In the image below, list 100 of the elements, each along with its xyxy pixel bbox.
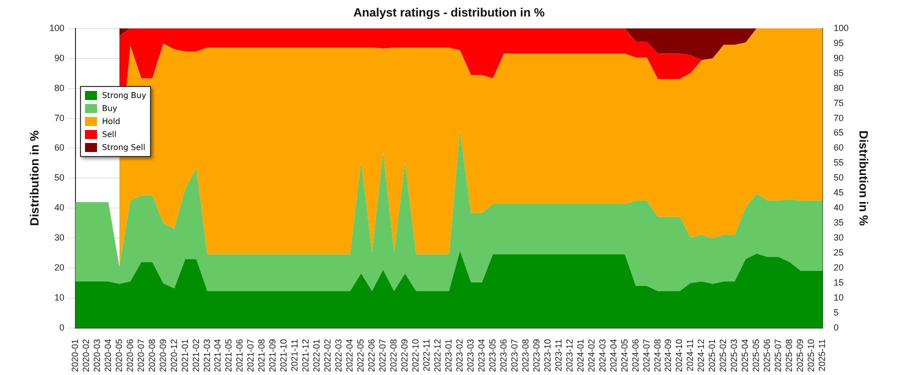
x-tick-label: 2022-11 xyxy=(422,338,432,372)
x-tick-label: 2023-08 xyxy=(520,338,530,372)
y2-tick-label: 95 xyxy=(834,38,844,48)
y2-tick-label: 50 xyxy=(834,172,844,183)
x-tick-label: 2024-05 xyxy=(619,338,630,372)
legend-label: Strong Sell xyxy=(102,143,146,152)
legend-label: Buy xyxy=(102,104,118,113)
y2-tick-label: 30 xyxy=(834,232,844,243)
x-tick-label: 2021-03 xyxy=(202,338,212,372)
x-tick-label: 2024-09 xyxy=(663,338,674,372)
x-tick-label: 2024-10 xyxy=(674,338,684,372)
y2-tick-label: 0 xyxy=(834,322,839,332)
y2-tick-label: 20 xyxy=(834,262,844,273)
x-tick-label: 2021-10 xyxy=(278,338,289,372)
x-tick-label: 2025-04 xyxy=(740,338,750,372)
y2-tick-label: 70 xyxy=(834,112,844,123)
x-tick-label: 2021-06 xyxy=(234,338,245,372)
y-tick-label: 30 xyxy=(54,232,64,243)
x-tick-label: 2024-04 xyxy=(608,338,618,372)
x-tick-label: 2024-08 xyxy=(652,338,662,372)
x-tick-label: 2023-07 xyxy=(509,338,520,372)
x-tick-label: 2025-07 xyxy=(773,338,784,372)
x-tick-label: 2020-07 xyxy=(136,338,146,372)
y-tick-label: 20 xyxy=(54,262,64,273)
y2-tick-label: 40 xyxy=(834,202,844,213)
y2-tick-label: 75 xyxy=(834,98,844,108)
x-tick-label: 2021-01 xyxy=(180,338,190,372)
x-tick-label: 2021-08 xyxy=(256,338,267,372)
x-tick-label: 2022-10 xyxy=(410,338,421,372)
x-tick-label: 2023-06 xyxy=(498,338,508,372)
x-tick-label: 2021-12 xyxy=(300,338,311,372)
x-tick-label: 2025-10 xyxy=(806,338,816,372)
x-tick-label: 2023-01 xyxy=(443,338,454,372)
x-tick-label: 2022-06 xyxy=(366,338,377,372)
y-tick-label: 80 xyxy=(54,82,64,93)
y2-tick-label: 35 xyxy=(834,218,844,228)
x-tick-label: 2020-09 xyxy=(158,338,168,372)
x-tick-label: 2023-10 xyxy=(542,338,552,372)
y2-axis-title: Distribution in % xyxy=(856,130,870,226)
x-tick-label: 2024-02 xyxy=(586,338,596,372)
x-tick-label: 2020-04 xyxy=(102,338,113,372)
x-tick-label: 2023-09 xyxy=(531,338,542,372)
y2-tick-label: 80 xyxy=(834,82,844,93)
legend-label: Sell xyxy=(102,130,116,139)
x-tick-label: 2020-01 xyxy=(70,338,80,372)
x-tick-label: 2020-12 xyxy=(168,338,179,372)
y-tick-label: 10 xyxy=(54,292,64,302)
x-tick-label: 2024-07 xyxy=(641,338,652,372)
x-tick-label: 2024-01 xyxy=(575,338,586,372)
y2-tick-label: 10 xyxy=(834,292,844,302)
x-tick-label: 2025-06 xyxy=(762,338,772,372)
x-tick-label: 2020-03 xyxy=(92,338,102,372)
y2-tick-label: 45 xyxy=(834,188,844,198)
x-tick-label: 2022-09 xyxy=(400,338,410,372)
chart-title: Analyst ratings - distribution in % xyxy=(353,6,545,20)
y-tick-label: 100 xyxy=(49,22,64,33)
y-tick-label: 70 xyxy=(54,112,64,123)
x-tick-label: 2023-12 xyxy=(564,338,574,372)
x-tick-label: 2025-08 xyxy=(784,338,794,372)
legend-label: Hold xyxy=(102,117,120,126)
x-tick-label: 2022-08 xyxy=(388,338,399,372)
x-tick-label: 2025-02 xyxy=(718,338,728,372)
y-tick-label: 90 xyxy=(54,52,64,63)
y-tick-label: 40 xyxy=(54,202,64,213)
x-tick-label: 2020-05 xyxy=(114,338,124,372)
x-tick-label: 2025-05 xyxy=(751,338,762,372)
x-tick-label: 2022-07 xyxy=(378,338,388,372)
x-tick-label: 2023-11 xyxy=(553,338,564,372)
x-tick-label: 2024-12 xyxy=(696,338,706,372)
x-tick-label: 2021-09 xyxy=(268,338,278,372)
y-axis-title: Distribution in % xyxy=(28,130,42,226)
y2-tick-label: 90 xyxy=(834,52,844,63)
y2-tick-label: 65 xyxy=(834,128,844,138)
x-tick-label: 2025-09 xyxy=(795,338,806,372)
x-tick-label: 2021-02 xyxy=(190,338,201,372)
legend-label: Strong Buy xyxy=(102,91,146,100)
x-tick-label: 2020-08 xyxy=(146,338,157,372)
y2-tick-label: 85 xyxy=(834,68,844,78)
x-tick-label: 2022-03 xyxy=(334,338,344,372)
y2-tick-label: 100 xyxy=(834,22,849,33)
x-tick-label: 2023-02 xyxy=(454,338,464,372)
x-tick-label: 2022-02 xyxy=(322,338,333,372)
y-tick-label: 0 xyxy=(59,322,64,332)
x-tick-label: 2024-03 xyxy=(597,338,608,372)
y2-tick-label: 15 xyxy=(834,278,844,288)
x-tick-label: 2023-05 xyxy=(487,338,498,372)
y-tick-label: 50 xyxy=(54,172,64,183)
x-tick-label: 2022-12 xyxy=(432,338,442,372)
x-tick-label: 2021-05 xyxy=(224,338,234,372)
x-tick-label: 2023-03 xyxy=(465,338,476,372)
y2-tick-label: 5 xyxy=(834,307,839,318)
x-tick-label: 2020-06 xyxy=(124,338,135,372)
x-tick-label: 2022-04 xyxy=(344,338,355,372)
x-tick-label: 2024-06 xyxy=(630,338,640,372)
y-tick-label: 60 xyxy=(54,142,64,153)
x-tick-label: 2023-04 xyxy=(476,338,486,372)
y2-tick-label: 55 xyxy=(834,158,844,168)
x-tick-label: 2022-01 xyxy=(312,338,322,372)
x-tick-label: 2021-07 xyxy=(246,338,256,372)
y2-tick-label: 25 xyxy=(834,248,844,258)
